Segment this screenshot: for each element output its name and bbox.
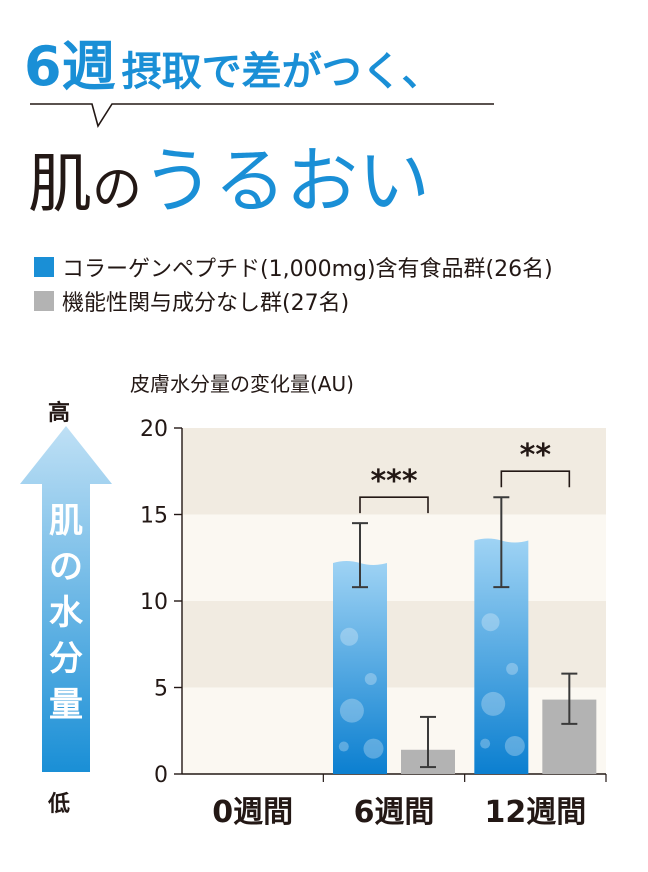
headline-weeks: 6週 (24, 35, 116, 98)
arrow-up-icon (20, 426, 112, 772)
bubble-decoration (338, 741, 349, 752)
arrow-high-label: 高 (48, 401, 71, 426)
bar-series-1 (474, 538, 529, 774)
legend-item: 機能性関与成分なし群(27名) (34, 284, 553, 318)
legend-label: 機能性関与成分なし群(27名) (62, 291, 350, 316)
x-tick-label: 12週間 (484, 795, 586, 830)
y-tick-label: 20 (140, 417, 168, 442)
y-tick-label: 5 (154, 677, 168, 702)
significance-bracket (359, 496, 429, 514)
y-tick-label: 10 (140, 590, 168, 615)
bubble-decoration (481, 691, 506, 716)
y-tick-label: 0 (154, 763, 168, 788)
bubble-decoration (506, 662, 519, 675)
x-tick-label: 0週間 (212, 795, 293, 830)
subhead-skin: 肌 (28, 148, 92, 222)
significance-label: ** (520, 438, 552, 473)
legend-item: コラーゲンペプチド(1,000mg)含有食品群(26名) (34, 250, 553, 284)
arrow-label-char: の (49, 547, 83, 587)
significance-bracket (500, 470, 571, 488)
bubble-decoration (340, 627, 359, 646)
subhead: 肌のうるおい (28, 122, 430, 227)
y-axis-label: 皮膚水分量の変化量(AU) (130, 372, 354, 396)
arrow-label-char: 肌 (49, 501, 83, 541)
arrow-low-label: 低 (48, 792, 71, 817)
x-tick-label: 6週間 (354, 795, 435, 830)
significance-label: *** (370, 464, 417, 499)
y-tick-label: 15 (140, 504, 168, 529)
bubble-decoration (339, 698, 364, 723)
arrow-label: 肌の水分量 (42, 498, 90, 728)
plot-band (182, 601, 606, 688)
bubble-decoration (363, 738, 384, 759)
arrow-label-char: 量 (49, 685, 83, 725)
legend-swatch-blue (34, 257, 54, 277)
bubble-decoration (480, 738, 491, 749)
bar-series-1 (333, 560, 387, 774)
subhead-no: の (92, 160, 142, 218)
legend-swatch-gray (34, 291, 54, 311)
bubble-decoration (364, 673, 377, 686)
arrow-label-char: 水 (49, 593, 83, 633)
subhead-moisture: うるおい (142, 139, 431, 223)
legend: コラーゲンペプチド(1,000mg)含有食品群(26名) 機能性関与成分なし群(… (34, 250, 553, 318)
bubble-decoration (504, 735, 525, 756)
headline: 6週 摂取で差がつく、 (24, 22, 442, 98)
headline-rest: 摂取で差がつく、 (121, 49, 442, 95)
legend-label: コラーゲンペプチド(1,000mg)含有食品群(26名) (62, 257, 553, 282)
plot-band (182, 687, 606, 774)
plot-band (182, 514, 606, 601)
bubble-decoration (481, 613, 500, 632)
arrow-label-char: 分 (49, 639, 83, 679)
